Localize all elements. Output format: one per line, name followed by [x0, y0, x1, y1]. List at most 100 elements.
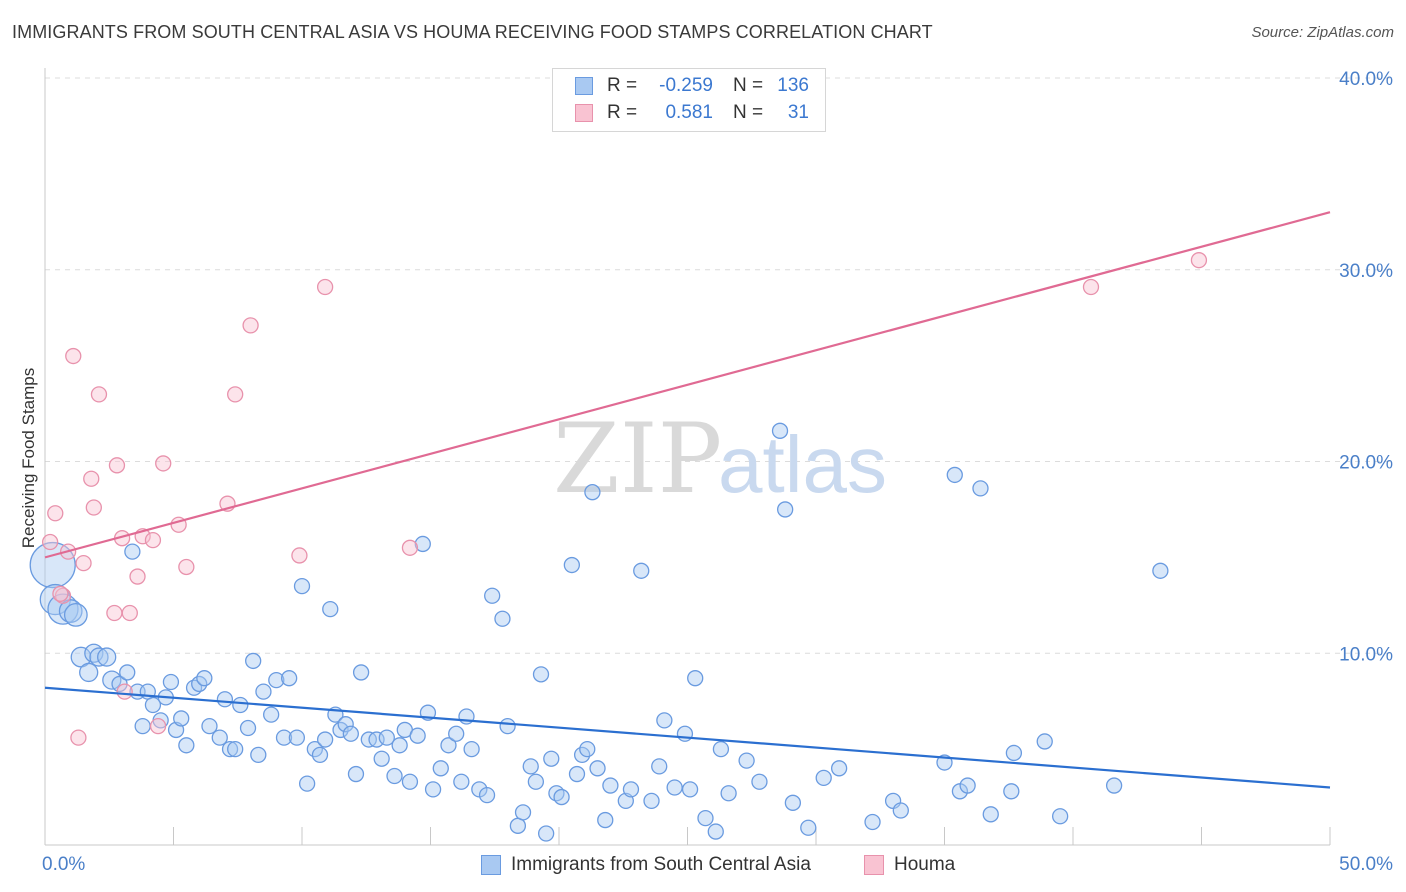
legend-r-value: -0.259: [659, 75, 713, 96]
houma-point: [65, 347, 82, 365]
legend-r-label: R =: [607, 102, 638, 123]
immigrants-point: [337, 716, 354, 733]
immigrants-point: [494, 610, 511, 627]
immigrants-point: [864, 813, 881, 831]
immigrants-point: [707, 823, 724, 840]
legend-swatch-pink: [575, 104, 593, 122]
bottom-legend-label: Immigrants from South Central Asia: [511, 854, 811, 875]
immigrants-point: [414, 535, 431, 553]
houma-point: [54, 587, 72, 604]
watermark: ZIP atlas: [553, 403, 887, 515]
immigrants-point: [784, 794, 802, 811]
immigrants-trend-line: [44, 686, 1331, 789]
houma-point: [155, 455, 172, 472]
immigrants-point: [263, 706, 280, 723]
immigrants-point: [1036, 733, 1053, 750]
legend-r-label: R =: [607, 75, 638, 96]
immigrants-point: [280, 670, 298, 687]
watermark-atlas: atlas: [718, 420, 887, 509]
immigrants-point: [676, 725, 694, 742]
immigrants-point: [463, 740, 480, 758]
immigrants-point: [448, 725, 465, 742]
legend-row-immigrants: R = -0.259 N = 136: [575, 73, 809, 99]
immigrants-point: [232, 696, 249, 714]
immigrants-point: [1105, 777, 1123, 794]
immigrants-point: [597, 811, 614, 829]
immigrants-point: [245, 652, 262, 670]
houma-point: [121, 604, 138, 622]
immigrants-point: [342, 725, 359, 742]
bottom-legend-immigrants: Immigrants from South Central Asia: [481, 852, 811, 878]
immigrants-point: [409, 727, 426, 744]
immigrants-point: [543, 750, 560, 767]
immigrants-point: [201, 717, 218, 735]
bottom-legend-swatch-pink: [864, 855, 884, 875]
houma-point: [401, 539, 419, 556]
immigrants-point: [239, 719, 257, 737]
label-layer: Receiving Food Stamps 10.0% 20.0% 30.0% 40.…: [19, 69, 1393, 875]
immigrants-point: [553, 788, 570, 806]
immigrants-point: [532, 666, 550, 683]
legend-n-value: 31: [787, 102, 809, 123]
immigrants-point: [499, 717, 516, 735]
immigrants-point: [196, 670, 213, 687]
legend-row-houma: R = 0.581 N = 31: [575, 100, 809, 126]
houma-point: [316, 278, 334, 296]
immigrants-point: [401, 773, 419, 790]
immigrants-point: [568, 765, 586, 783]
legend-n-label: N =: [733, 75, 764, 96]
immigrants-point: [584, 484, 601, 501]
immigrants-point: [751, 773, 768, 790]
houma-point: [178, 558, 195, 576]
houma-point: [52, 585, 69, 602]
grid-layer: [45, 77, 1392, 654]
y-axis-label: Receiving Food Stamps: [19, 368, 38, 548]
immigrants-point: [352, 664, 370, 681]
immigrants-point: [440, 737, 457, 754]
immigrants-point: [1005, 744, 1023, 762]
immigrants-point: [124, 543, 141, 560]
immigrants-point: [453, 773, 470, 790]
immigrants-point: [643, 792, 660, 810]
immigrants-point: [178, 737, 195, 754]
houma-point: [85, 499, 102, 516]
immigrants-point: [368, 731, 385, 748]
immigrants-point: [89, 647, 109, 667]
immigrants-point: [777, 501, 794, 518]
houma-point: [129, 568, 146, 585]
houma-point: [90, 386, 108, 403]
immigrants-point: [697, 810, 714, 827]
immigrants-point: [946, 466, 963, 484]
chart-title: IMMIGRANTS FROM SOUTH CENTRAL ASIA VS HO…: [12, 22, 933, 42]
immigrants-point: [347, 765, 365, 783]
houma-point: [83, 470, 100, 487]
x-tick-label: 0.0%: [42, 854, 85, 875]
immigrants-point: [162, 673, 180, 691]
immigrants-point: [316, 731, 334, 748]
immigrants-point: [119, 664, 136, 681]
immigrants-point: [771, 422, 789, 439]
bottom-legend-houma: Houma: [864, 852, 955, 878]
immigrants-point: [144, 696, 162, 714]
y-tick-label: 20.0%: [1339, 453, 1393, 474]
y-tick-label: 10.0%: [1339, 644, 1393, 665]
immigrants-point: [268, 671, 285, 689]
immigrants-point: [432, 760, 449, 777]
legend-r-value: 0.581: [665, 102, 713, 123]
points-layer: [29, 252, 1208, 842]
y-tick-label: 40.0%: [1339, 69, 1393, 90]
immigrants-point: [424, 781, 442, 798]
immigrants-point: [29, 541, 76, 589]
houma-point: [144, 531, 162, 549]
axis-layer: [44, 68, 1331, 846]
immigrants-point: [63, 603, 88, 627]
bottom-legend-swatch-blue: [481, 855, 501, 875]
immigrants-point: [681, 781, 699, 798]
immigrants-point: [666, 779, 683, 796]
immigrants-point: [322, 600, 339, 618]
immigrants-point: [656, 712, 673, 729]
immigrants-point: [221, 740, 239, 758]
immigrants-point: [478, 786, 496, 804]
immigrants-point: [288, 729, 306, 746]
immigrants-point: [484, 587, 501, 604]
